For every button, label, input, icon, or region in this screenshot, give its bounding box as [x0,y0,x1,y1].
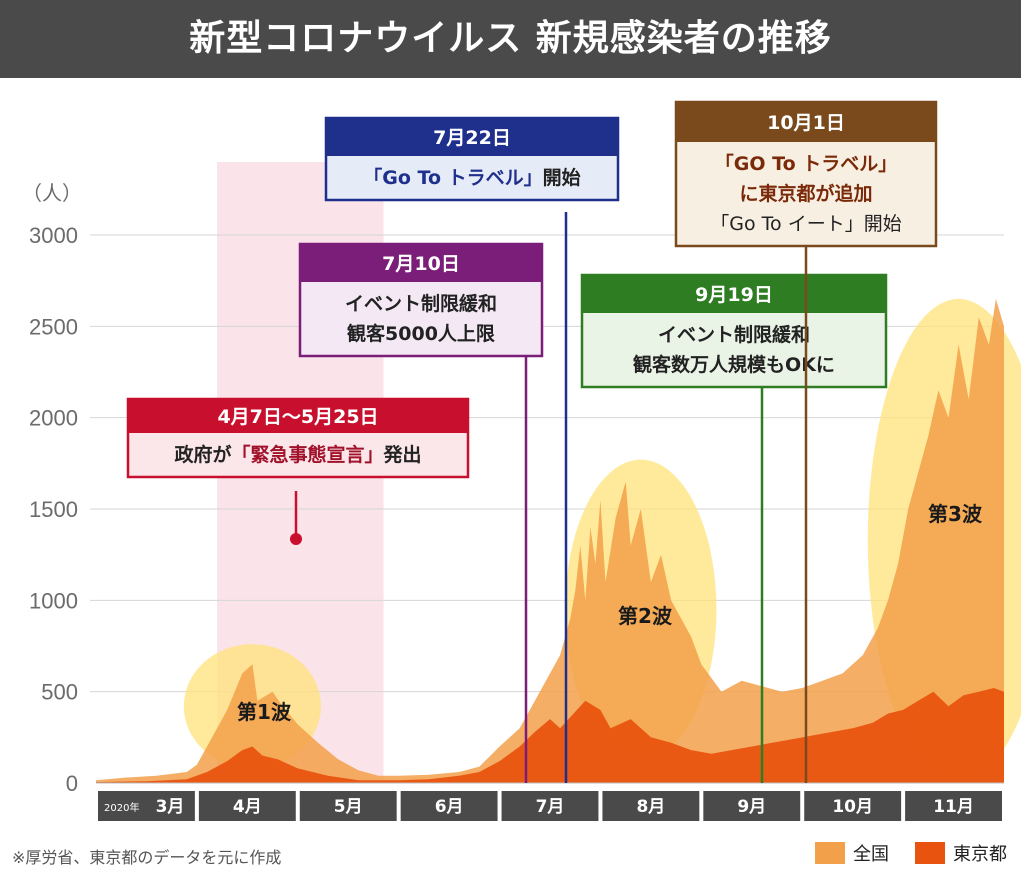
annotation-goto-1001-line-3-seg-1: 「Go To イート」開始 [710,213,901,235]
annotation-goto-0722-line-1-seg-2: 開始 [543,166,581,189]
month-cell-4 [198,791,296,821]
legend-swatch-national [815,842,845,864]
y-tick-1000: 1000 [29,588,78,613]
month-label-8: 8月 [636,797,665,817]
annotation-goto-1001-line-1: 「GO To トラベル」 [715,152,897,175]
annotation-event-0919-line-1-seg-1: イベント制限緩和 [658,323,810,346]
annotation-event-0710-line-2: 観客5000人上限 [347,322,495,345]
month-label-11: 11月 [933,797,974,817]
annotation-emergency-line-1-seg-3: 発出 [383,443,422,466]
annotation-goto-1001-date: 10月1日 [767,112,845,134]
month-cell-7 [501,791,599,821]
month-cell-10 [804,791,902,821]
annotation-event-0919-line-2-seg-1: 観客数万人規模もOKに [633,353,835,376]
annotation-goto-1001-line-2-seg-1: に東京都が追加 [739,182,872,205]
annotation-event-0919-line-1: イベント制限緩和 [658,323,810,346]
month-cell-11 [905,791,1002,821]
month-label-3: 3月 [156,797,185,817]
annotation-emergency-header [128,399,468,433]
wave-3-label: 第3波 [928,502,983,526]
annotation-emergency-date: 4月7日～5月25日 [217,406,378,428]
annotation-event-0919-date: 9月19日 [695,284,773,306]
chart-title: 新型コロナウイルス 新規感染者の推移 [189,18,832,59]
y-unit-label: （人） [22,181,82,205]
y-tick-2000: 2000 [29,406,78,431]
annotation-goto-1001-line-3: 「Go To イート」開始 [710,213,901,235]
legend-label-national: 全国 [853,844,889,865]
legend: 全国 東京都 [815,840,1007,866]
y-tick-0: 0 [66,771,78,796]
month-label-5: 5月 [334,797,363,817]
annotation-emergency-line-1-seg-1: 政府が [174,443,231,466]
annotation-goto-1001-header [676,102,936,142]
area-chart: 0 500 1000 1500 2000 2500 3000 （人） 第1波 第2波 第3波 2020… [22,100,1021,821]
month-label-9: 9月 [737,797,766,817]
annotation-emergency-line-1: 政府が「緊急事態宣言」発出 [174,443,421,466]
annotation-goto-0722-header [326,118,618,156]
annotation-event-0710-header [300,244,542,282]
annotation-goto-0722-line-1-seg-1: 「Go To トラベル」 [363,166,542,189]
year-label: 2020年 [104,801,139,814]
month-cell-5 [299,791,397,821]
month-label-4: 4月 [233,797,262,817]
month-cell-6 [400,791,498,821]
annotation-emergency-dot [290,533,302,545]
annotation-goto-0722-date: 7月22日 [433,127,511,149]
series-area-tokyo [96,688,1004,783]
annotation-event-0710-date: 7月10日 [382,253,460,275]
month-cell-9 [703,791,801,821]
month-label-6: 6月 [435,797,464,817]
y-tick-500: 500 [41,680,78,705]
legend-label-tokyo: 東京都 [953,844,1007,865]
month-cell-8 [602,791,700,821]
source-note: ※厚労省、東京都のデータを元に作成 [12,848,282,867]
annotation-event-0710-line-1: イベント制限緩和 [345,292,497,315]
annotation-event-0919-line-2: 観客数万人規模もOKに [633,353,835,376]
wave-2-label: 第2波 [618,604,673,628]
annotation-event-0710-line-2-seg-1: 観客5000人上限 [347,322,495,345]
annotation-goto-0722-line-1: 「Go To トラベル」開始 [363,166,580,189]
y-tick-1500: 1500 [29,497,78,522]
annotation-event-0919-header [582,275,886,313]
month-cell-3 [98,791,195,821]
y-tick-2500: 2500 [29,314,78,339]
month-label-10: 10月 [832,797,873,817]
annotation-event-0710-line-1-seg-1: イベント制限緩和 [345,292,497,315]
annotation-emergency-line-1-seg-2: 「緊急事態宣言」 [231,443,383,466]
annotation-goto-1001-line-2: に東京都が追加 [739,182,872,205]
title-bar [0,0,1021,78]
y-tick-3000: 3000 [29,223,78,248]
wave-1-label: 第1波 [237,700,292,724]
legend-swatch-tokyo [915,842,945,864]
month-label-7: 7月 [536,797,565,817]
annotation-goto-1001-line-1-seg-1: 「GO To トラベル」 [715,152,897,175]
